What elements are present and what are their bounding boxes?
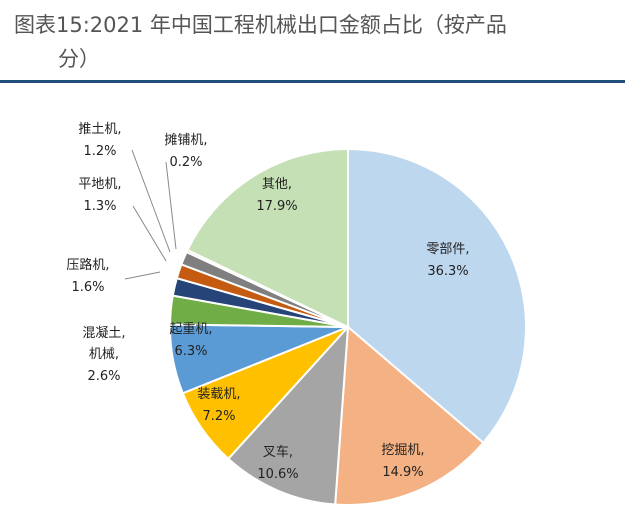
leader-line bbox=[124, 271, 161, 280]
slice-value-label: 10.6% bbox=[257, 467, 298, 482]
pie-slice bbox=[347, 147, 527, 445]
slice-name-label: 挖掘机, bbox=[381, 443, 424, 458]
slice-name-label: 起重机, bbox=[169, 321, 212, 337]
slice-name-label: 其他, bbox=[262, 177, 292, 192]
pie-slice bbox=[186, 147, 349, 329]
pie-slice bbox=[226, 324, 350, 506]
title-divider bbox=[0, 80, 625, 83]
slice-name-label: 平地机, bbox=[78, 177, 121, 192]
slice-name-label: 摊铺机, bbox=[164, 133, 207, 148]
slice-name-label: 压路机, bbox=[66, 257, 109, 273]
slice-name-label: 零部件, bbox=[426, 242, 469, 257]
slice-value-label: 1.2% bbox=[83, 144, 116, 159]
slice-name-label: 混凝土, bbox=[82, 325, 125, 341]
slice-value-label: 6.3% bbox=[174, 344, 207, 359]
slice-value-label: 7.2% bbox=[202, 409, 235, 424]
chart-title: 图表15:2021 年中国工程机械出口金额占比（按产品 分） bbox=[14, 8, 614, 76]
slice-value-label: 1.3% bbox=[83, 199, 116, 214]
slice-name-label: 机械, bbox=[89, 347, 119, 362]
slice-name-label: 装载机, bbox=[197, 387, 240, 402]
slice-value-label: 17.9% bbox=[256, 199, 297, 214]
slice-value-label: 0.2% bbox=[169, 155, 202, 170]
leader-line bbox=[165, 161, 177, 250]
leader-line bbox=[132, 205, 167, 262]
leader-line bbox=[131, 149, 171, 253]
slice-value-label: 2.6% bbox=[87, 369, 120, 384]
slice-name-label: 叉车, bbox=[263, 444, 293, 460]
pie-slice bbox=[334, 324, 485, 506]
slice-name-label: 推土机, bbox=[78, 122, 121, 137]
slice-value-label: 14.9% bbox=[382, 465, 423, 480]
slice-value-label: 1.6% bbox=[71, 280, 104, 295]
chart-title-line-1: 图表15:2021 年中国工程机械出口金额占比（按产品 bbox=[14, 13, 507, 37]
chart-title-line-2: 分） bbox=[58, 47, 100, 71]
slice-value-label: 36.3% bbox=[427, 264, 468, 279]
